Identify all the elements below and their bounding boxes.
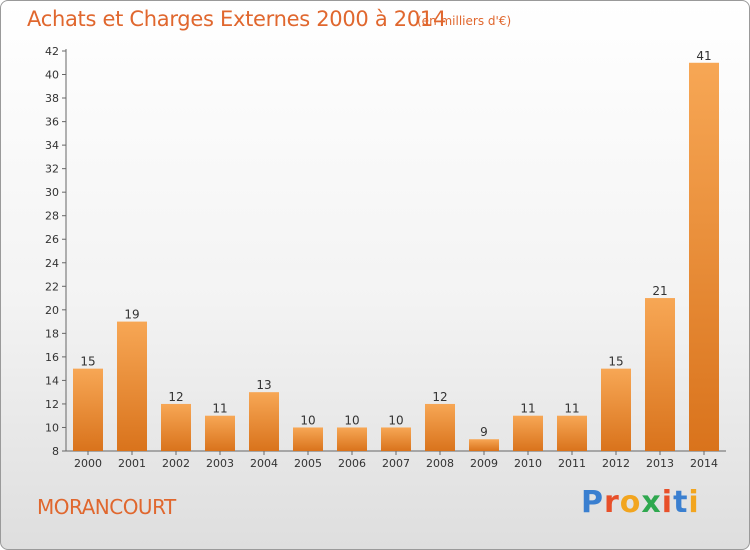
y-tick-label: 22 [45, 280, 59, 293]
brand-letter: i [661, 485, 674, 520]
y-tick-label: 30 [45, 186, 59, 199]
x-tick-label: 2003 [206, 457, 234, 470]
chart-subtitle: (en milliers d'€) [417, 14, 512, 28]
y-tick-label: 24 [45, 257, 59, 270]
bar [117, 321, 147, 451]
x-tick-label: 2009 [470, 457, 498, 470]
chart-title: Achats et Charges Externes 2000 à 2014 [27, 7, 447, 31]
y-tick-label: 20 [45, 304, 59, 317]
x-tick-label: 2004 [250, 457, 278, 470]
brand-letter: P [581, 485, 604, 520]
bar [425, 403, 455, 451]
y-tick-label: 10 [45, 421, 59, 434]
y-tick-label: 16 [45, 351, 59, 364]
data-label: 19 [124, 308, 139, 322]
brand-letter: x [641, 485, 662, 520]
bar [249, 392, 279, 451]
bar [469, 439, 499, 451]
y-tick-label: 26 [45, 233, 59, 246]
data-label: 12 [432, 390, 447, 404]
y-tick-label: 38 [45, 92, 59, 105]
x-tick-label: 2010 [514, 457, 542, 470]
data-label: 11 [212, 402, 227, 416]
bar [513, 415, 543, 451]
y-tick-label: 36 [45, 116, 59, 129]
y-tick-label: 40 [45, 69, 59, 82]
bar [557, 415, 587, 451]
data-label: 15 [80, 355, 95, 369]
bar [73, 368, 103, 451]
y-tick-label: 18 [45, 327, 59, 340]
x-tick-label: 2011 [558, 457, 586, 470]
data-label: 9 [480, 425, 488, 439]
data-label: 10 [344, 413, 359, 427]
x-tick-label: 2012 [602, 457, 630, 470]
x-tick-label: 2000 [74, 457, 102, 470]
bar [381, 427, 411, 451]
data-label: 10 [388, 413, 403, 427]
y-tick-label: 28 [45, 210, 59, 223]
data-label: 41 [696, 49, 711, 63]
x-tick-label: 2013 [646, 457, 674, 470]
y-tick-label: 32 [45, 163, 59, 176]
y-tick-label: 8 [52, 445, 59, 458]
bar [645, 298, 675, 451]
brand-letter: t [673, 485, 689, 520]
y-tick-label: 14 [45, 374, 59, 387]
brand-letter: i [688, 485, 700, 520]
bar [337, 427, 367, 451]
data-label: 11 [564, 402, 579, 416]
x-tick-label: 2005 [294, 457, 322, 470]
data-label: 15 [608, 355, 623, 369]
bar [601, 368, 631, 451]
bar [293, 427, 323, 451]
y-tick-label: 12 [45, 398, 59, 411]
bar [205, 415, 235, 451]
data-label: 12 [168, 390, 183, 404]
x-tick-label: 2006 [338, 457, 366, 470]
brand-letter: r [604, 485, 620, 520]
x-tick-label: 2001 [118, 457, 146, 470]
data-label: 10 [300, 413, 315, 427]
bar [161, 403, 191, 451]
x-tick-label: 2002 [162, 457, 190, 470]
y-tick-label: 34 [45, 139, 59, 152]
data-label: 13 [256, 378, 271, 392]
y-tick-label: 42 [45, 45, 59, 58]
data-label: 21 [652, 284, 667, 298]
x-tick-label: 2014 [690, 457, 718, 470]
x-tick-label: 2007 [382, 457, 410, 470]
brand-letter: o [619, 485, 642, 520]
bar [689, 62, 719, 451]
x-tick-label: 2008 [426, 457, 454, 470]
commune-name: MORANCOURT [37, 495, 176, 519]
proxiti-logo[interactable]: Proxiti [581, 485, 700, 520]
data-label: 11 [520, 402, 535, 416]
